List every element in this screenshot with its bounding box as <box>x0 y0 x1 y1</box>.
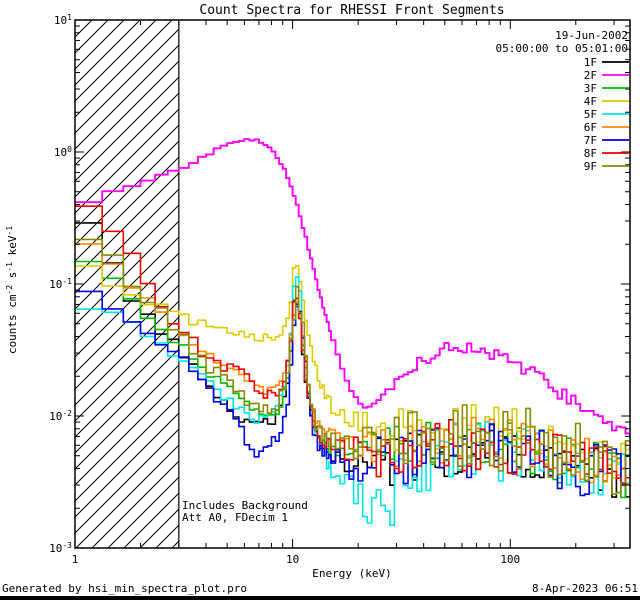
legend-entry-3f: 3F <box>584 82 629 95</box>
window-bottom-edge <box>0 596 640 600</box>
legend-entry-6f: 6F <box>584 121 629 134</box>
y-tick-label: 10-2 <box>49 409 72 423</box>
footer-generated-by: Generated by hsi_min_spectra_plot.pro <box>2 582 247 595</box>
legend-label-2f: 2F <box>584 69 597 82</box>
legend-entry-1f: 1F <box>584 56 629 69</box>
x-tick-label: 1 <box>72 553 79 566</box>
series-curve-2f <box>75 138 630 435</box>
legend-label-9f: 9F <box>584 160 597 173</box>
legend-entry-7f: 7F <box>584 134 629 147</box>
obs-date: 19-Jun-2002 <box>555 29 628 42</box>
hatch-layer <box>75 20 180 548</box>
legend-label-3f: 3F <box>584 82 597 95</box>
spectra-curves-layer <box>75 138 630 527</box>
legend-label-5f: 5F <box>584 108 597 121</box>
legend-label-1f: 1F <box>584 56 597 69</box>
series-curve-9f <box>75 238 630 495</box>
legend-label-4f: 4F <box>584 95 597 108</box>
x-tick-label: 10 <box>286 553 299 566</box>
legend-entry-5f: 5F <box>584 108 629 121</box>
obs-time-range: 05:00:00 to 05:01:00 <box>496 42 628 55</box>
y-tick-label: 101 <box>54 13 72 27</box>
axes-layer: 1 10 100 101 100 10-1 10-2 10-3 counts cm-2 s-1 … <box>5 13 631 566</box>
hatch-region-low-energy <box>75 20 179 548</box>
y-axis-label: counts cm-2 s-1 keV-1 <box>5 226 19 354</box>
footer-plot-timestamp: 8-Apr-2023 06:51 <box>532 582 638 595</box>
legend-entry-4f: 4F <box>584 95 629 108</box>
annotation-attenuator-state: Att A0, FDecim 1 <box>182 511 288 524</box>
y-tick-label: 10-3 <box>49 541 72 555</box>
legend-label-6f: 6F <box>584 121 597 134</box>
legend-entry-2f: 2F <box>584 69 629 82</box>
legend-label-7f: 7F <box>584 134 597 147</box>
annotation-includes-background: Includes Background <box>182 499 308 512</box>
y-tick-label: 100 <box>54 145 72 159</box>
legend-label-8f: 8F <box>584 147 597 160</box>
x-tick-label: 100 <box>500 553 520 566</box>
plot-title: Count Spectra for RHESSI Front Segments <box>199 3 504 18</box>
x-axis-label: Energy (keV) <box>312 567 391 580</box>
y-tick-label: 10-1 <box>49 277 72 291</box>
legend-entry-8f: 8F <box>584 147 629 160</box>
legend-entry-9f: 9F <box>584 160 629 173</box>
